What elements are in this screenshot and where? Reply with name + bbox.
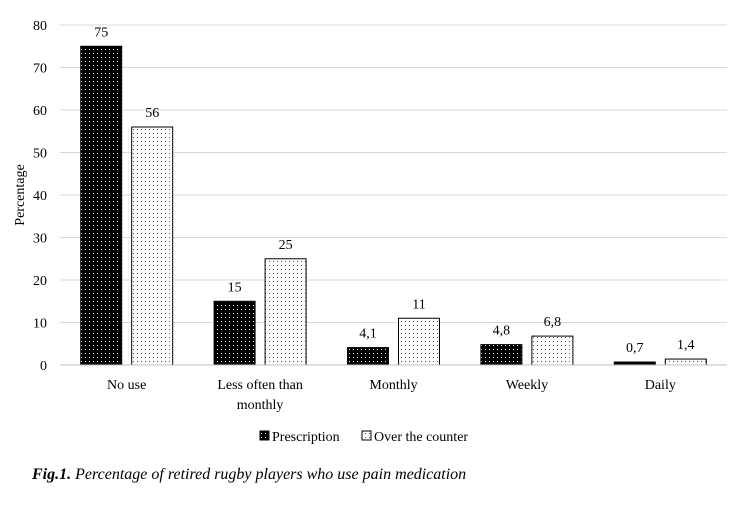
data-label: 56 [145,106,159,121]
x-tick-label: monthly [237,398,284,413]
bar-chart: 0 10 20 30 40 50 60 70 80 75 56 15 25 4,1 11 4,8 6,8 0,7… [13,19,727,445]
y-axis-label: Percentage [13,164,28,225]
bar-prescription [213,300,256,366]
data-label: 0,7 [626,341,644,356]
data-label: 25 [279,238,293,253]
y-tick-label: 0 [40,359,47,374]
y-tick-label: 10 [33,317,47,332]
bar-prescription [480,344,523,366]
data-label: 4,8 [493,324,511,339]
legend-swatch-over-the-counter [361,430,372,441]
figure-caption: Fig.1. Percentage of retired rugby playe… [32,466,466,484]
data-label: 6,8 [544,315,562,330]
caption-text: Percentage of retired rugby players who … [75,466,467,483]
data-label: 15 [228,280,242,295]
x-tick-label: Weekly [506,378,548,393]
bar-over-the-counter [398,317,440,366]
y-tick-label: 80 [33,19,47,34]
data-label: 1,4 [677,338,695,353]
y-tick-label: 30 [33,232,47,247]
x-tick-label: Daily [645,378,676,393]
bar-over-the-counter [531,335,574,366]
data-label: 75 [94,25,108,40]
bar-over-the-counter [664,358,707,366]
x-tick-label: No use [107,378,146,393]
bar-prescription [347,347,389,366]
legend-label: Prescription [272,430,340,445]
bar-over-the-counter [264,258,307,366]
legend-swatch-prescription [259,430,270,441]
y-tick-label: 60 [33,104,47,119]
data-label: 11 [412,297,425,312]
y-tick-label: 50 [33,147,47,162]
bar-prescription [80,45,123,366]
x-tick-label: Less often than [217,378,303,393]
caption-prefix: Fig.1. [32,466,72,483]
x-tick-label: Monthly [369,378,417,393]
y-axis: 0 10 20 30 40 50 60 70 80 [33,19,47,374]
x-axis: No use Less often than monthly Monthly Weekl… [60,364,727,413]
legend: Prescription Over the counter [259,430,468,445]
y-tick-label: 40 [33,189,47,204]
legend-label: Over the counter [374,430,468,445]
y-tick-label: 70 [33,62,47,77]
bars: 75 56 15 25 4,1 11 4,8 6,8 0,7 1,4 [80,25,707,366]
data-label: 4,1 [359,327,377,342]
bar-over-the-counter [131,126,174,366]
y-tick-label: 20 [33,274,47,289]
